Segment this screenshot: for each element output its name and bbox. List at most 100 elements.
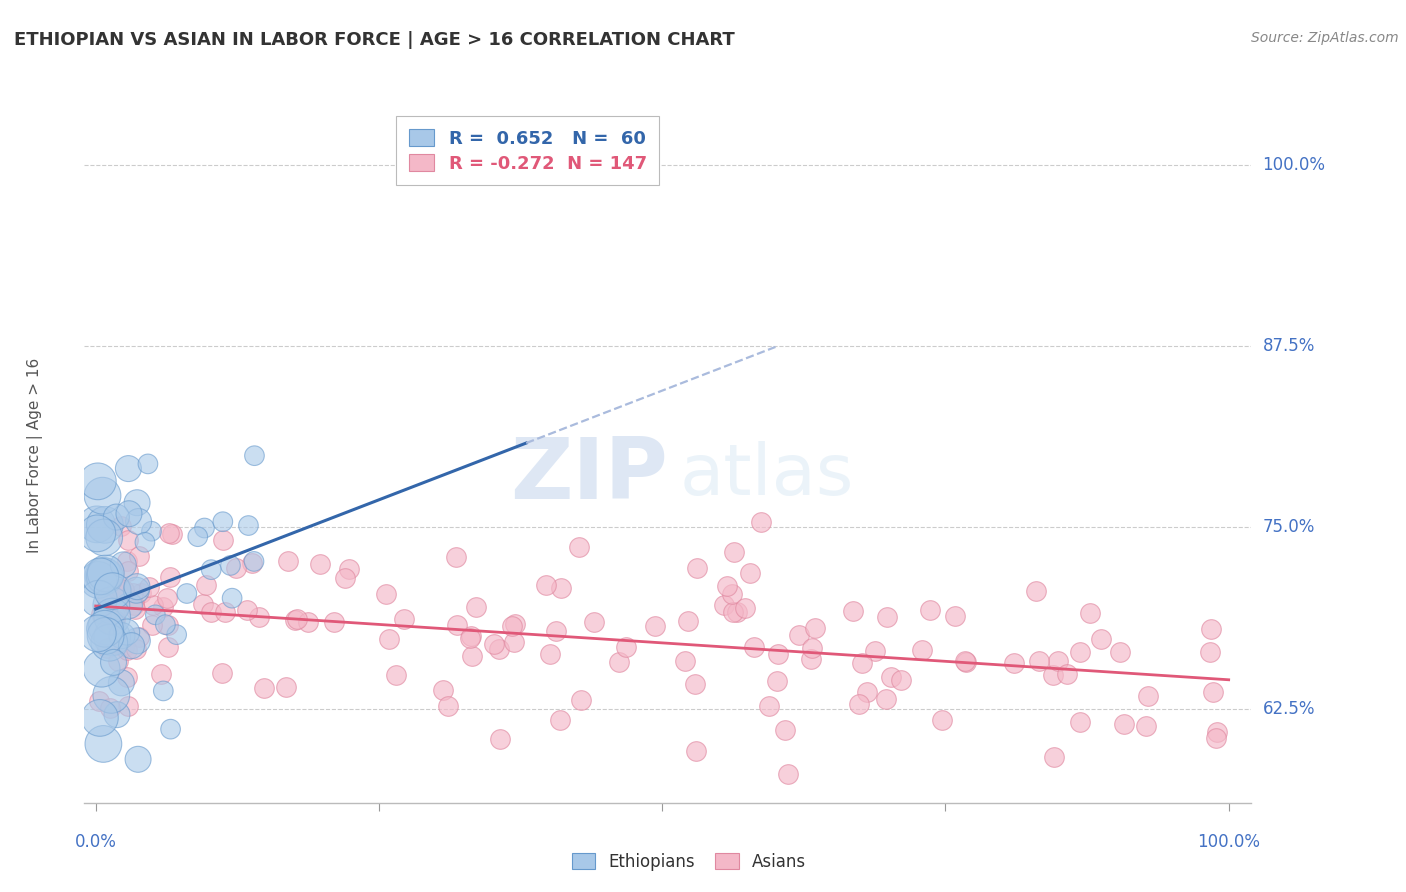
Point <box>385 668 408 682</box>
Point <box>156 591 179 605</box>
Point <box>1135 718 1157 732</box>
Point <box>1047 654 1070 668</box>
Point <box>243 449 266 463</box>
Point <box>804 622 827 636</box>
Text: ZIP: ZIP <box>510 434 668 517</box>
Point <box>568 540 591 554</box>
Point <box>1042 668 1064 682</box>
Point <box>284 613 307 627</box>
Point <box>159 570 181 584</box>
Point <box>128 630 150 644</box>
Point <box>503 617 526 632</box>
Point <box>121 585 143 599</box>
Point <box>444 549 467 564</box>
Point <box>219 558 242 573</box>
Point <box>108 584 131 599</box>
Point <box>187 530 209 544</box>
Point <box>157 618 180 632</box>
Point <box>124 601 146 615</box>
Point <box>374 587 396 601</box>
Point <box>96 592 118 607</box>
Point <box>683 677 706 691</box>
Point <box>1080 606 1102 620</box>
Point <box>125 496 148 510</box>
Point <box>1206 724 1229 739</box>
Point <box>842 604 865 618</box>
Point <box>1069 714 1091 729</box>
Point <box>115 625 138 640</box>
Point <box>115 554 138 568</box>
Point <box>200 563 222 577</box>
Point <box>94 569 117 583</box>
Point <box>337 561 360 575</box>
Point <box>90 607 112 622</box>
Point <box>464 599 486 614</box>
Point <box>89 694 111 708</box>
Point <box>166 628 188 642</box>
Point <box>93 569 115 583</box>
Point <box>1108 645 1130 659</box>
Text: In Labor Force | Age > 16: In Labor Force | Age > 16 <box>27 358 44 552</box>
Point <box>157 525 180 540</box>
Point <box>125 583 148 598</box>
Point <box>87 573 110 587</box>
Point <box>87 475 110 489</box>
Point <box>152 600 174 615</box>
Point <box>118 507 141 521</box>
Point <box>94 517 117 532</box>
Point <box>160 527 183 541</box>
Point <box>1090 632 1112 647</box>
Point <box>100 688 122 702</box>
Point <box>501 619 523 633</box>
Point <box>240 556 263 570</box>
Point <box>787 627 810 641</box>
Point <box>101 584 124 599</box>
Point <box>879 670 901 684</box>
Point <box>111 629 134 643</box>
Point <box>546 624 568 638</box>
Point <box>225 561 247 575</box>
Point <box>101 609 124 624</box>
Point <box>91 489 114 503</box>
Point <box>253 681 276 695</box>
Point <box>742 640 765 654</box>
Point <box>851 657 873 671</box>
Point <box>214 605 236 619</box>
Point <box>716 579 738 593</box>
Point <box>145 607 167 622</box>
Point <box>98 636 121 650</box>
Point <box>221 591 243 606</box>
Point <box>1056 667 1078 681</box>
Point <box>193 521 215 535</box>
Point <box>1199 622 1222 636</box>
Point <box>943 608 966 623</box>
Point <box>125 580 148 594</box>
Point <box>117 698 139 713</box>
Point <box>297 615 319 629</box>
Point <box>156 640 179 654</box>
Point <box>128 549 150 564</box>
Point <box>461 649 484 664</box>
Point <box>920 603 942 617</box>
Point <box>155 617 177 632</box>
Point <box>749 515 772 529</box>
Point <box>211 666 233 681</box>
Point <box>159 722 181 736</box>
Point <box>141 618 163 632</box>
Point <box>848 697 870 711</box>
Point <box>734 601 756 615</box>
Point <box>685 744 707 758</box>
Text: 75.0%: 75.0% <box>1263 518 1315 536</box>
Text: 87.5%: 87.5% <box>1263 337 1315 355</box>
Point <box>775 723 797 738</box>
Point <box>103 656 125 670</box>
Point <box>488 732 510 747</box>
Point <box>128 515 150 529</box>
Point <box>953 654 976 668</box>
Point <box>243 554 266 568</box>
Point <box>502 634 524 648</box>
Point <box>721 605 744 619</box>
Point <box>686 561 709 575</box>
Point <box>152 684 174 698</box>
Point <box>110 582 132 596</box>
